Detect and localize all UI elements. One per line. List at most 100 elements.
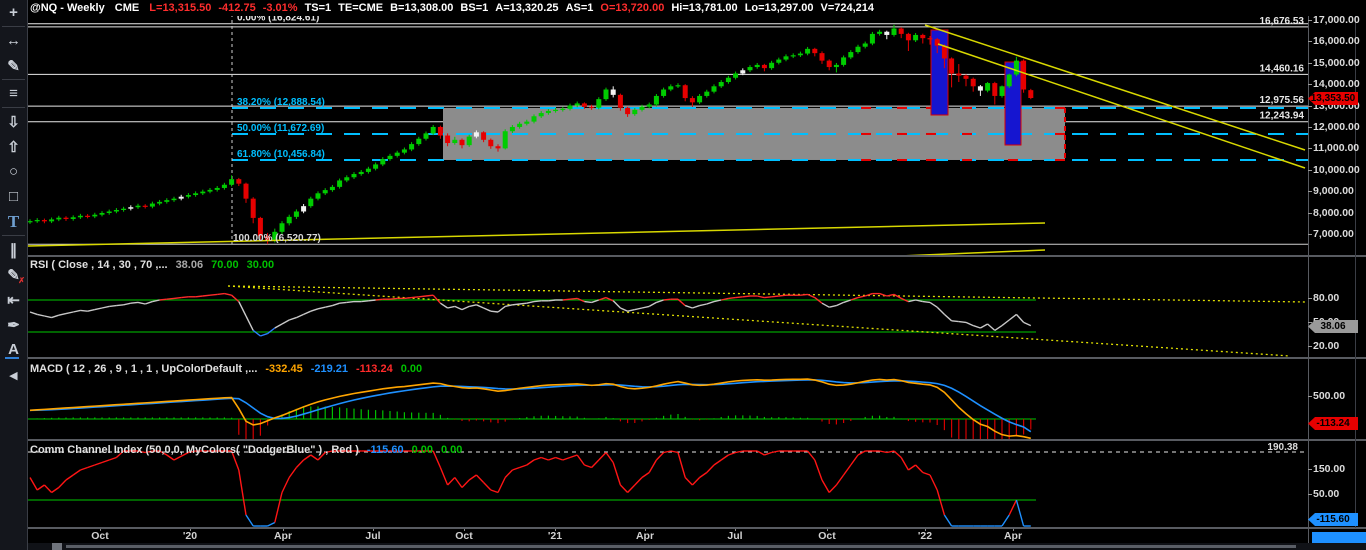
rsi-panel-canvas[interactable] (28, 258, 1308, 358)
candle-body[interactable] (423, 133, 429, 139)
candle-body[interactable] (41, 220, 47, 222)
candle-body[interactable] (308, 198, 314, 207)
candle-body[interactable] (99, 212, 105, 215)
candle-body[interactable] (646, 104, 652, 107)
candle-body[interactable] (509, 126, 515, 132)
price-panel-canvas[interactable]: 0.00% (16,824.61) 16,676.53 14,460.16 12,97… (28, 16, 1308, 258)
candle-body[interactable] (567, 105, 573, 109)
candle-body[interactable] (682, 85, 688, 99)
collapse-arrow-icon[interactable]: ◂ (9, 366, 18, 384)
pan-horizontal-icon[interactable]: ↔ (6, 32, 21, 49)
candle-body[interactable] (394, 152, 400, 156)
scrollbar-home-box[interactable] (52, 543, 62, 550)
candle-body[interactable] (617, 94, 623, 108)
candle-body[interactable] (185, 195, 191, 197)
candle-body[interactable] (517, 123, 523, 127)
candle-body[interactable] (293, 211, 299, 217)
cci-panel-canvas[interactable]: 190.38 (28, 440, 1308, 528)
candle-body[interactable] (812, 48, 818, 54)
yellow-trendline[interactable] (924, 24, 1306, 151)
candle-body[interactable] (481, 132, 487, 140)
candle-body[interactable] (221, 184, 227, 188)
candle-body[interactable] (409, 144, 415, 150)
trendline-draw-icon[interactable]: ✎ (7, 57, 20, 75)
candle-body[interactable] (790, 55, 796, 57)
candle-body[interactable] (776, 59, 782, 63)
candle-body[interactable] (855, 46, 861, 53)
candle-body[interactable] (661, 89, 667, 96)
candle-body[interactable] (70, 217, 76, 219)
candle-body[interactable] (625, 107, 631, 115)
candle-body[interactable] (869, 33, 875, 44)
candle-body[interactable] (538, 113, 544, 117)
candle-body[interactable] (459, 139, 465, 146)
candle-body[interactable] (92, 214, 98, 217)
text-tool-icon[interactable]: T (7, 211, 20, 231)
candle-body[interactable] (373, 164, 379, 169)
arrow-down-icon[interactable]: ⇩ (7, 113, 20, 131)
candle-body[interactable] (891, 28, 897, 35)
ink-tool-icon[interactable]: ✒ (7, 316, 20, 334)
yellow-trendline[interactable] (937, 43, 1306, 169)
candle-body[interactable] (301, 206, 307, 212)
candle-body[interactable] (711, 86, 717, 92)
candle-body[interactable] (164, 200, 170, 202)
candle-body[interactable] (718, 82, 724, 87)
candle-body[interactable] (927, 38, 933, 40)
menu-icon[interactable]: ≡ (9, 85, 18, 102)
candle-body[interactable] (28, 221, 33, 223)
candle-body[interactable] (841, 57, 847, 65)
candle-body[interactable] (797, 53, 803, 56)
candle-body[interactable] (531, 116, 537, 122)
candle-body[interactable] (963, 75, 969, 79)
candle-body[interactable] (358, 171, 364, 175)
candle-body[interactable] (898, 28, 904, 34)
candle-body[interactable] (1028, 90, 1034, 98)
candle-body[interactable] (495, 146, 501, 149)
candle-body[interactable] (351, 174, 357, 178)
candle-body[interactable] (668, 86, 674, 90)
candle-body[interactable] (445, 135, 451, 144)
dotted-trendline[interactable] (227, 285, 1291, 357)
candle-body[interactable] (589, 106, 595, 108)
candle-body[interactable] (430, 126, 436, 134)
candle-body[interactable] (329, 186, 335, 191)
candle-body[interactable] (113, 209, 119, 212)
candle-body[interactable] (243, 183, 249, 199)
yellow-trendline[interactable] (28, 222, 1046, 247)
candle-body[interactable] (365, 168, 371, 172)
candle-body[interactable] (697, 95, 703, 103)
candle-body[interactable] (805, 48, 811, 54)
candle-body[interactable] (977, 86, 983, 91)
candle-body[interactable] (574, 103, 580, 106)
panel-separator[interactable] (28, 255, 1366, 257)
candle-body[interactable] (934, 39, 940, 46)
candle-body[interactable] (553, 109, 559, 112)
candle-body[interactable] (77, 215, 83, 218)
candle-body[interactable] (85, 215, 91, 217)
candle-body[interactable] (171, 198, 177, 201)
candle-body[interactable] (473, 132, 479, 137)
candle-body[interactable] (704, 91, 710, 96)
candle-body[interactable] (128, 207, 134, 209)
candle-body[interactable] (49, 219, 55, 222)
candle-body[interactable] (315, 193, 321, 199)
crosshair-icon[interactable]: + (9, 4, 18, 21)
candle-body[interactable] (416, 138, 422, 145)
candle-body[interactable] (149, 203, 155, 207)
candle-body[interactable] (603, 89, 609, 100)
candle-body[interactable] (452, 139, 458, 144)
candle-body[interactable] (999, 86, 1005, 96)
candle-body[interactable] (1013, 60, 1019, 75)
candle-body[interactable] (783, 56, 789, 60)
candle-body[interactable] (596, 99, 602, 108)
candle-body[interactable] (1006, 74, 1012, 87)
candle-body[interactable] (920, 34, 926, 39)
candle-body[interactable] (286, 216, 292, 224)
candle-body[interactable] (279, 223, 285, 232)
candle-body[interactable] (826, 60, 832, 68)
candle-body[interactable] (581, 103, 587, 107)
candle-body[interactable] (387, 155, 393, 160)
candle-body[interactable] (769, 62, 775, 69)
candle-body[interactable] (200, 191, 206, 194)
